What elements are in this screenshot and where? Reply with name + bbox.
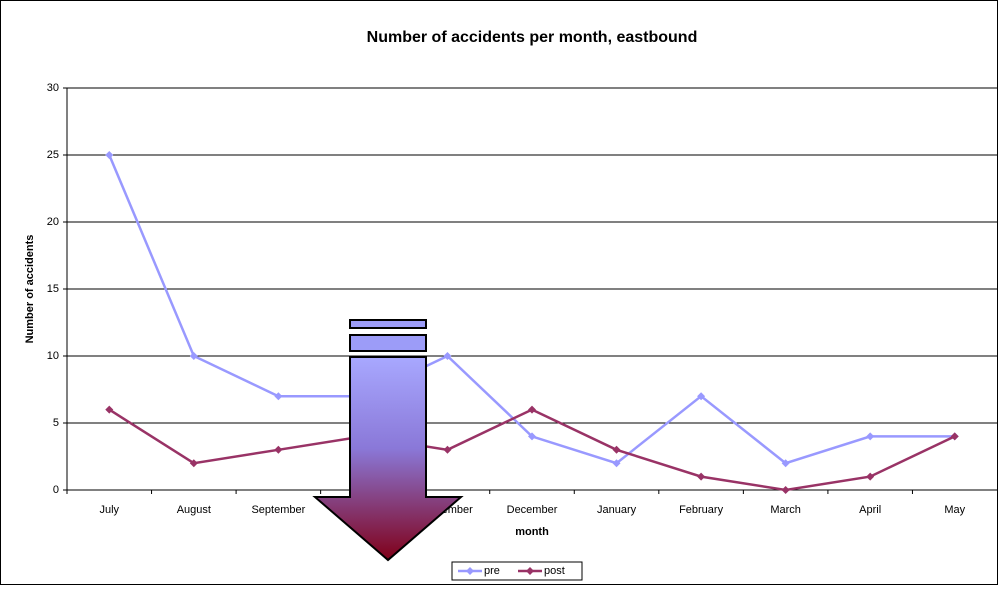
- legend: pre post: [452, 562, 582, 580]
- y-tick-label: 25: [47, 149, 59, 161]
- x-axis-title: month: [515, 526, 549, 538]
- chart-title: Number of accidents per month, eastbound: [367, 29, 698, 46]
- arrow-stripe: [350, 320, 426, 328]
- x-tick-label: April: [859, 504, 881, 516]
- x-tick-label: December: [507, 504, 558, 516]
- x-tick-label: August: [177, 504, 211, 516]
- y-axis-title: Number of accidents: [24, 235, 36, 344]
- chart: Number of accidents per month, eastbound…: [0, 0, 999, 586]
- y-tick-label: 15: [47, 283, 59, 295]
- y-tick-label: 5: [53, 417, 59, 429]
- x-tick-label: February: [679, 504, 724, 516]
- y-tick-label: 20: [47, 216, 59, 228]
- legend-label: post: [544, 565, 565, 577]
- page: {"chart_data": {"type": "line", "title":…: [0, 0, 999, 591]
- y-tick-label: 30: [47, 82, 59, 94]
- legend-label: pre: [484, 565, 500, 577]
- x-tick-label: March: [770, 504, 801, 516]
- x-tick-label: May: [944, 504, 965, 516]
- y-tick-label: 10: [47, 350, 59, 362]
- y-tick-label: 0: [53, 484, 59, 496]
- x-tick-label: September: [251, 504, 305, 516]
- x-tick-label: January: [597, 504, 637, 516]
- arrow-stripe: [350, 335, 426, 351]
- x-tick-label: July: [99, 504, 119, 516]
